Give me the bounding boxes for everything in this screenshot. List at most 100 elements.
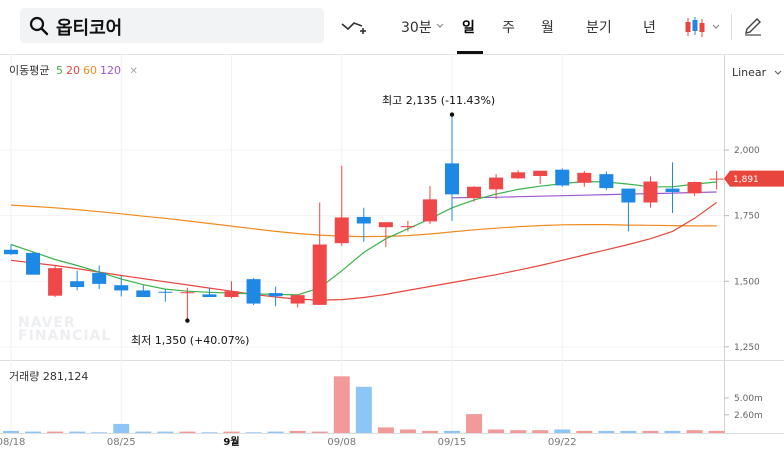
volume-bar (532, 430, 549, 433)
period-month[interactable]: 월 (541, 20, 554, 36)
ma-5-line (10, 180, 717, 296)
high-price-annotation: 최고 2,135 (-11.43%) (382, 94, 496, 107)
watermark-line: NAVER (18, 315, 76, 331)
volume-bar (554, 429, 571, 433)
volume-bar (311, 431, 328, 433)
selected-period-underline (457, 51, 483, 54)
candle-body (26, 252, 41, 275)
candle-body (445, 163, 459, 195)
candle-body (158, 291, 173, 293)
volume-bar (91, 432, 108, 433)
volume-bar (69, 431, 86, 433)
candle-body (577, 172, 592, 183)
candle-body (92, 272, 107, 284)
candle-body (400, 226, 415, 228)
volume-bar (157, 431, 174, 433)
volume-bar (488, 429, 505, 433)
watermark: NAVER FINANCIAL (18, 315, 111, 343)
volume-bar (510, 430, 527, 433)
candle-body (268, 293, 283, 297)
price-tick-label: 1,500 (734, 277, 760, 287)
candle-body (202, 294, 217, 297)
candlestick-type-icon[interactable] (684, 15, 710, 39)
draw-trendline-icon[interactable] (340, 14, 368, 38)
volume-bar (113, 423, 130, 433)
candle-body (555, 169, 570, 186)
ma-60-label: 60 (82, 64, 97, 77)
period-30min[interactable]: 30분 (401, 20, 432, 36)
volume-bar (245, 432, 262, 433)
candle-body (422, 199, 437, 222)
candle-body (290, 295, 305, 304)
candle-body (356, 216, 371, 224)
period-week[interactable]: 주 (502, 20, 515, 36)
pencil-draw-icon[interactable] (742, 15, 764, 37)
time-axis-label: 08/18 (0, 437, 25, 448)
volume-bar (686, 430, 703, 433)
volume-tick-label: 2.60m (734, 411, 763, 421)
search-icon[interactable] (29, 16, 49, 36)
volume-bar (289, 430, 306, 433)
volume-bar (267, 431, 284, 433)
time-axis-label: 9월 (223, 436, 239, 448)
volume-bar (708, 430, 725, 433)
chevron-down-icon[interactable] (712, 24, 720, 30)
price-tick-label: 1,750 (734, 212, 760, 222)
volume-bar (598, 430, 615, 433)
low-marker (185, 318, 190, 323)
candle-body (4, 249, 18, 255)
volume-bar (47, 431, 64, 433)
candle-body (489, 177, 504, 190)
scale-mode-select[interactable]: Linear (732, 66, 782, 79)
candle-body (599, 174, 614, 189)
low-price-annotation: 최저 1,350 (+40.07%) (131, 334, 250, 347)
ma-120-label: 120 (99, 64, 121, 77)
time-axis-label: 09/08 (327, 437, 356, 448)
period-quarter[interactable]: 분기 (586, 20, 612, 36)
candle-body (334, 217, 349, 244)
current-price-tag (724, 170, 784, 187)
volume-bar (355, 386, 372, 433)
close-icon[interactable]: ✕ (129, 66, 138, 77)
plot-area (0, 55, 724, 433)
price-tick-label: 1,250 (734, 343, 760, 353)
candle-body (687, 182, 702, 194)
volume-bar (576, 430, 593, 433)
volume-bar (377, 427, 394, 433)
candle-body (533, 170, 548, 176)
volume-bar (421, 430, 438, 433)
period-year[interactable]: 년 (643, 20, 656, 36)
candle-body (180, 292, 195, 294)
chevron-down-icon[interactable] (774, 70, 782, 76)
high-marker (449, 112, 455, 117)
candle-body (378, 222, 393, 228)
volume-bar (135, 431, 152, 433)
candle-body (621, 188, 636, 203)
volume-bar (466, 414, 483, 433)
candle-body (709, 178, 724, 180)
current-price-label: 1,891 (733, 175, 759, 185)
volume-bar (223, 431, 240, 433)
price-tick-label: 2,000 (734, 146, 760, 156)
candle-body (643, 181, 658, 203)
candle-body (70, 281, 85, 288)
chevron-down-icon[interactable] (436, 23, 444, 29)
candle-body (48, 268, 63, 296)
volume-bar (399, 429, 416, 433)
candle-body (136, 290, 151, 297)
scale-mode-label[interactable]: Linear (732, 66, 767, 79)
period-day[interactable]: 일 (462, 20, 475, 36)
candle-body (665, 188, 680, 192)
ma-20-label: 20 (65, 64, 80, 77)
stock-search-box[interactable]: 옵티코어 (20, 8, 324, 43)
toolbar: 옵티코어 30분 일 주 월 분기 년 (0, 0, 784, 55)
search-query[interactable]: 옵티코어 (56, 18, 123, 39)
moving-average-legend: 이동평균 5 20 60 120 ✕ (9, 62, 141, 78)
candle-body (467, 186, 482, 199)
volume-bar (25, 431, 42, 433)
volume-label: 거래량 281,124 (9, 370, 89, 383)
time-axis-label: 09/15 (438, 437, 467, 448)
volume-bar (333, 376, 350, 433)
volume-bar (642, 430, 659, 433)
